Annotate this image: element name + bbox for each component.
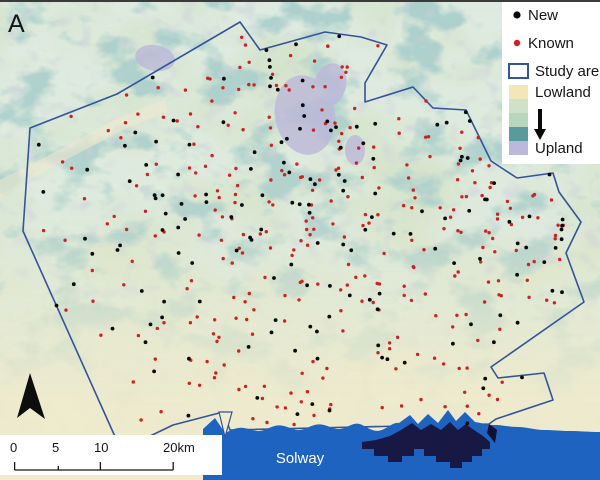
svg-text:0: 0 <box>10 440 17 455</box>
svg-text:Upland: Upland <box>535 140 583 157</box>
svg-text:Solway: Solway <box>276 450 325 467</box>
svg-text:20km: 20km <box>163 440 195 455</box>
svg-text:5: 5 <box>52 440 59 455</box>
svg-text:10: 10 <box>94 440 108 455</box>
svg-text:A: A <box>8 10 25 38</box>
svg-text:Known: Known <box>528 35 574 52</box>
svg-text:New: New <box>528 7 558 24</box>
svg-text:Study area: Study area <box>535 63 600 80</box>
svg-text:Lowland: Lowland <box>535 84 591 101</box>
